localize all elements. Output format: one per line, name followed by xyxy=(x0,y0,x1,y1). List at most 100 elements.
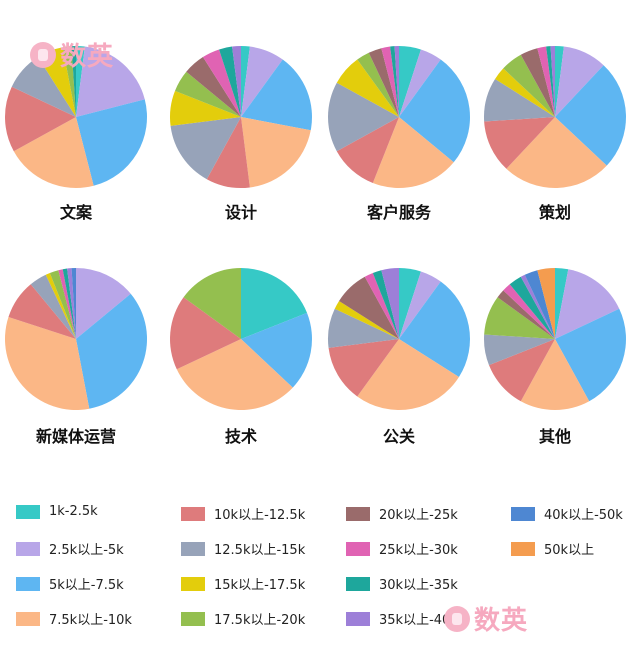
legend-swatch xyxy=(16,541,40,556)
pie-slice xyxy=(11,57,76,117)
legend-item: 30k以上-35k xyxy=(346,574,458,593)
pie-slice xyxy=(174,71,241,117)
legend-label: 1k-2.5k xyxy=(49,504,98,519)
pie-slice xyxy=(555,269,620,339)
legend-item: 1k-2.5k xyxy=(16,504,98,519)
legend-label: 2.5k以上-5k xyxy=(49,543,124,558)
pie-slice xyxy=(357,52,399,118)
pie-slice xyxy=(170,297,241,370)
legend-item: 10k以上-12.5k xyxy=(181,504,305,523)
pie-slice xyxy=(399,281,470,378)
pie-slice xyxy=(219,46,241,118)
pie-slice xyxy=(241,268,308,339)
pie-slice xyxy=(241,45,250,117)
legend-swatch xyxy=(346,541,370,556)
legend-item: 15k以上-17.5k xyxy=(181,574,305,593)
legend-swatch xyxy=(181,506,205,521)
legend-label: 5k以上-7.5k xyxy=(49,578,124,593)
pie-chart xyxy=(170,45,312,188)
pie-slice xyxy=(381,46,399,118)
legend-label: 20k以上-25k xyxy=(379,508,458,523)
pie-slice xyxy=(328,308,399,348)
pie-title: 文案 xyxy=(60,203,93,222)
pie-slice xyxy=(76,99,148,186)
pie-slice xyxy=(524,270,555,339)
pie-slice xyxy=(483,78,555,122)
pie-slice xyxy=(13,117,94,189)
pie-slice xyxy=(176,339,293,410)
legend-label: 15k以上-17.5k xyxy=(214,578,306,593)
pie-slice xyxy=(58,269,76,339)
pie-slice xyxy=(76,293,148,409)
pie-slice xyxy=(399,271,441,339)
pie-slice xyxy=(232,46,241,117)
pie-slice xyxy=(8,284,76,339)
pie-slice xyxy=(76,268,131,339)
pie-slice xyxy=(5,86,77,152)
pie-slice xyxy=(30,274,77,339)
pie-slice xyxy=(183,268,241,339)
legend-label: 25k以上-30k xyxy=(379,543,458,558)
pie-slice xyxy=(241,312,312,388)
pie-slice xyxy=(372,270,399,339)
legend-label: 35k以上-40k xyxy=(379,613,458,628)
pie-title: 技术 xyxy=(225,427,257,446)
pie-slice xyxy=(372,117,454,188)
pie-slice xyxy=(71,46,76,117)
pie-slice xyxy=(336,117,399,184)
pie-chart xyxy=(328,268,470,410)
pie-title: 策划 xyxy=(538,203,571,222)
legend-swatch xyxy=(16,504,40,519)
pie-slice xyxy=(555,308,626,402)
logo-text: 数英 xyxy=(474,606,529,636)
legend-swatch xyxy=(346,576,370,591)
pie-slice xyxy=(546,46,555,117)
logo-mark-icon xyxy=(444,605,470,632)
legend-item: 7.5k以上-10k xyxy=(16,609,132,628)
pie-slice xyxy=(328,82,399,152)
pie-slice xyxy=(503,284,555,339)
pie-slice xyxy=(555,268,569,339)
pie-slice xyxy=(520,339,590,410)
pie-slice xyxy=(555,46,604,118)
legend-swatch xyxy=(181,611,205,626)
pie-slice xyxy=(550,46,555,117)
legend-swatch xyxy=(16,576,40,591)
legend-label: 10k以上-12.5k xyxy=(214,508,306,523)
legend: 1k-2.5k 2.5k以上-5k 5k以上-7.5k 7.5k以上-10k 10k以上… xyxy=(16,504,640,644)
logo-top: 数英 xyxy=(30,36,114,73)
pie-slice xyxy=(399,268,421,339)
pie-chart xyxy=(483,45,627,189)
logo-text: 数英 xyxy=(60,42,115,72)
pie-slice xyxy=(241,59,312,131)
pie-slice xyxy=(186,57,241,117)
legend-swatch xyxy=(346,506,370,521)
pie-slice xyxy=(206,117,250,188)
legend-label: 17.5k以上-20k xyxy=(214,613,306,628)
legend-item: 25k以上-30k xyxy=(346,539,458,558)
pie-slice xyxy=(506,117,607,189)
pie-chart xyxy=(5,45,148,189)
legend-item: 17.5k以上-20k xyxy=(181,609,305,628)
pie-slice xyxy=(509,276,555,339)
legend-item: 35k以上-40k xyxy=(346,609,458,628)
pie-slice xyxy=(399,59,471,163)
pie-slice xyxy=(170,117,241,180)
legend-swatch xyxy=(511,541,535,556)
pie-slice xyxy=(368,48,399,118)
pie-slice xyxy=(364,272,399,339)
pie-slice xyxy=(484,297,555,339)
legend-label: 40k以上-50k xyxy=(544,508,623,523)
legend-label: 30k以上-35k xyxy=(379,578,458,593)
pie-title: 其他 xyxy=(539,427,571,446)
pie-slice xyxy=(241,117,311,188)
pie-title: 客户服务 xyxy=(367,203,432,222)
pie-chart xyxy=(484,268,626,410)
pie-slice xyxy=(67,268,76,339)
legend-item: 20k以上-25k xyxy=(346,504,458,523)
pie-slice xyxy=(357,339,459,410)
legend-label: 12.5k以上-15k xyxy=(214,543,306,558)
legend-item: 12.5k以上-15k xyxy=(181,539,305,558)
pie-slice xyxy=(390,46,399,117)
